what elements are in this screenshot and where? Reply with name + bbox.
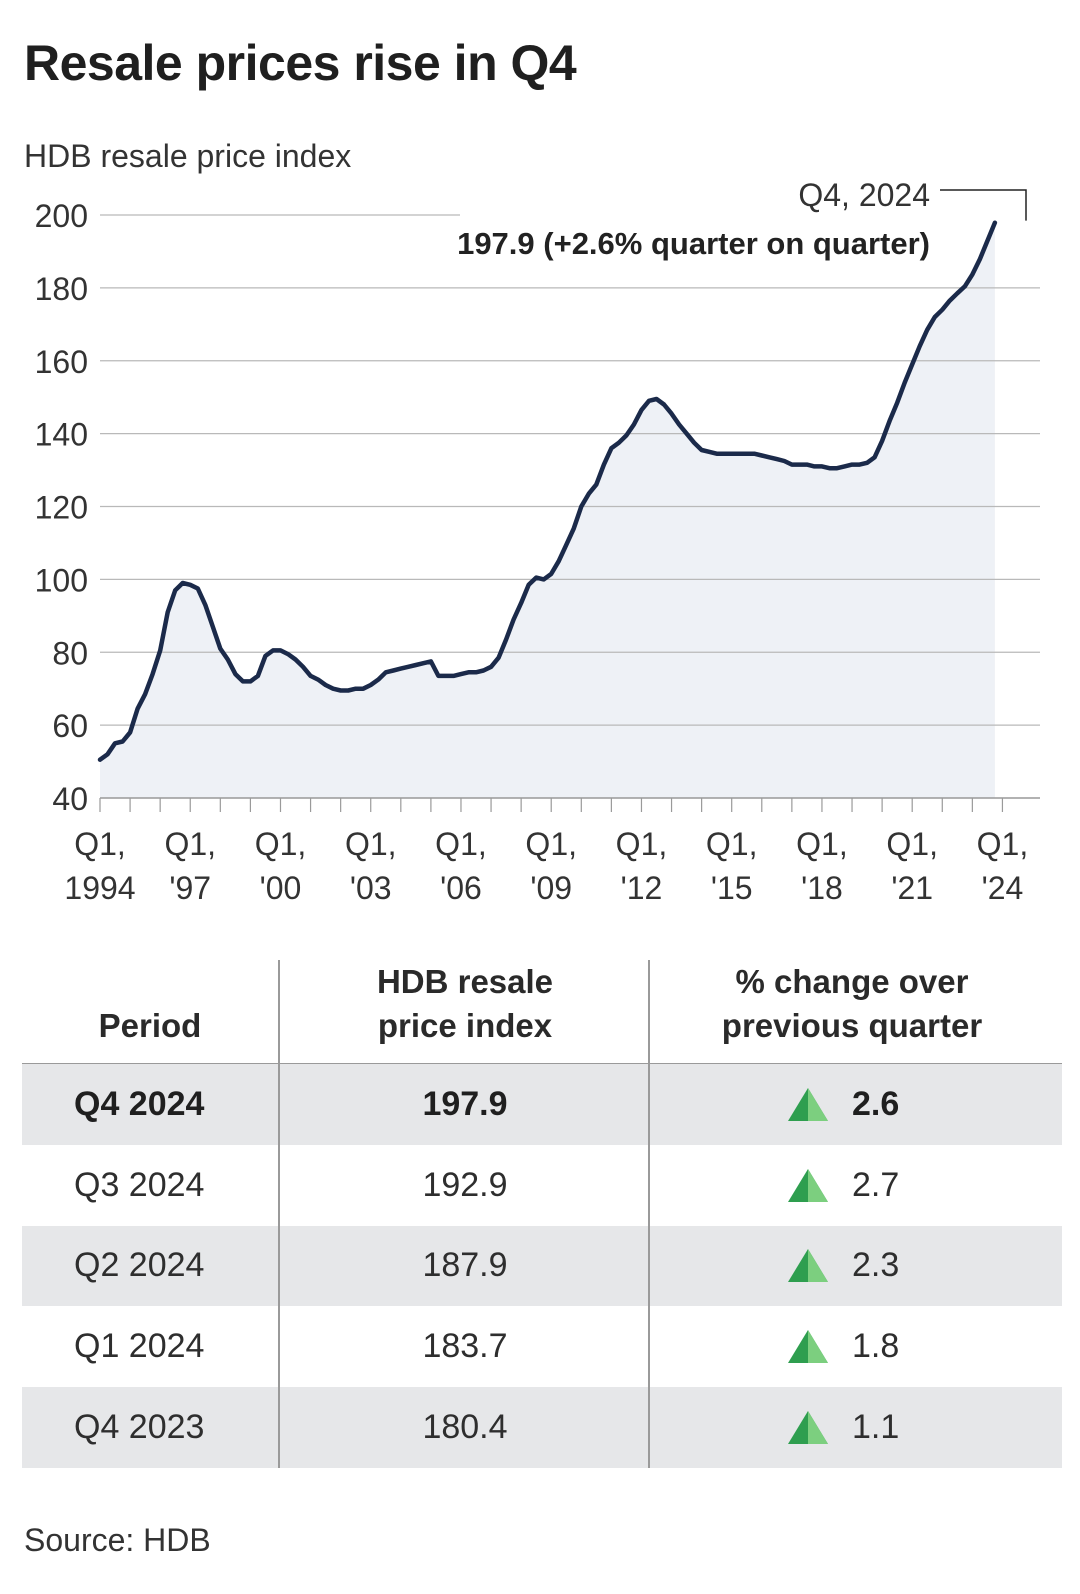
x-tick-label: Q1,: [977, 826, 1029, 862]
index-cell: 187.9: [422, 1246, 508, 1285]
index-cell: 192.9: [422, 1165, 508, 1204]
x-tick-label: '06: [440, 870, 482, 906]
period-cell: Q3 2024: [74, 1165, 205, 1204]
x-tick-label: Q1,: [345, 826, 397, 862]
column-divider: [278, 960, 280, 1468]
table-body: Q4 2024 197.9 2.6 Q3 2024 192.9 2.7 Q2 2024 187…: [22, 1064, 1062, 1468]
index-cell: 197.9: [422, 1084, 508, 1123]
y-tick-label: 100: [35, 562, 88, 598]
change-cell: 2.3: [788, 1226, 899, 1307]
x-tick-label: Q1,: [74, 826, 126, 862]
period-cell: Q4 2023: [74, 1408, 205, 1447]
x-tick-label: '03: [350, 870, 392, 906]
x-tick-label: '00: [260, 870, 302, 906]
table-row: Q3 2024 192.9 2.7: [22, 1145, 1062, 1226]
x-tick-label: '15: [711, 870, 753, 906]
x-tick-label: Q1,: [164, 826, 216, 862]
chart-subtitle: HDB resale price index: [24, 138, 352, 174]
annotation-leader: [940, 189, 1027, 221]
table-row: Q4 2023 180.4 1.1: [22, 1387, 1062, 1468]
x-tick-label: '21: [891, 870, 933, 906]
y-tick-label: 80: [52, 635, 88, 671]
header-index: HDB resale price index: [376, 963, 554, 1044]
chart-title: Resale prices rise in Q4: [24, 35, 577, 91]
period-cell: Q4 2024: [74, 1084, 205, 1123]
x-tick-label: '18: [801, 870, 843, 906]
change-cell: 1.1: [788, 1387, 899, 1468]
change-cell: 2.6: [788, 1064, 899, 1145]
index-cell: 183.7: [422, 1327, 508, 1366]
y-tick-label: 40: [52, 781, 88, 817]
y-tick-label: 200: [35, 198, 88, 234]
x-tick-label: '97: [169, 870, 211, 906]
table-header: Period HDB resale price index % change ov…: [22, 960, 1062, 1065]
series-line: [97, 220, 998, 762]
header-period: Period: [98, 1007, 202, 1044]
x-tick-label: 1994: [64, 870, 135, 906]
column-divider: [648, 960, 650, 1468]
x-tick-label: Q1,: [796, 826, 848, 862]
header-change: % change over previous quarter: [721, 963, 983, 1044]
index-cell: 180.4: [422, 1408, 508, 1447]
y-tick-label: 180: [35, 271, 88, 307]
area-fill: [100, 222, 995, 798]
x-tick-label: '12: [621, 870, 663, 906]
x-tick-label: Q1,: [255, 826, 307, 862]
x-tick-label: '24: [982, 870, 1024, 906]
annotation-label: Q4, 2024: [798, 177, 930, 213]
x-tick-label: Q1,: [435, 826, 487, 862]
table-row: Q4 2024 197.9 2.6: [22, 1064, 1062, 1145]
triangle-up-icon: [788, 1087, 828, 1121]
y-tick-label: 60: [52, 708, 88, 744]
y-tick-label: 140: [35, 417, 88, 453]
price-index-table: Period HDB resale price index % change ov…: [22, 960, 1062, 1468]
x-tick-label: Q1,: [886, 826, 938, 862]
source-note: Source: HDB: [24, 1522, 211, 1558]
y-tick-label: 120: [35, 490, 88, 526]
change-value: 1.1: [852, 1408, 900, 1447]
change-cell: 2.7: [788, 1145, 899, 1226]
x-tick-label: Q1,: [525, 826, 577, 862]
line-chart: 200 180 160 140 120 100 80 60 40 Q1, 1994 Q1, '97 Q1,…: [35, 177, 1040, 906]
change-value: 1.8: [852, 1327, 900, 1366]
annotation-value: 197.9 (+2.6% quarter on quarter): [457, 226, 930, 261]
change-value: 2.6: [852, 1084, 900, 1123]
period-cell: Q1 2024: [74, 1327, 205, 1366]
triangle-up-icon: [788, 1249, 828, 1283]
x-tick-label: '09: [530, 870, 572, 906]
table-row: Q2 2024 187.9 2.3: [22, 1225, 1062, 1307]
triangle-up-icon: [788, 1330, 828, 1364]
triangle-up-icon: [788, 1411, 828, 1445]
change-value: 2.3: [852, 1246, 900, 1285]
change-value: 2.7: [852, 1165, 900, 1204]
period-cell: Q2 2024: [74, 1246, 205, 1285]
table-row: Q1 2024 183.7 1.8: [22, 1306, 1062, 1387]
y-tick-label: 160: [35, 344, 88, 380]
change-cell: 1.8: [788, 1306, 899, 1387]
triangle-up-icon: [788, 1168, 828, 1202]
x-tick-label: Q1,: [706, 826, 758, 862]
x-tick-label: Q1,: [616, 826, 668, 862]
